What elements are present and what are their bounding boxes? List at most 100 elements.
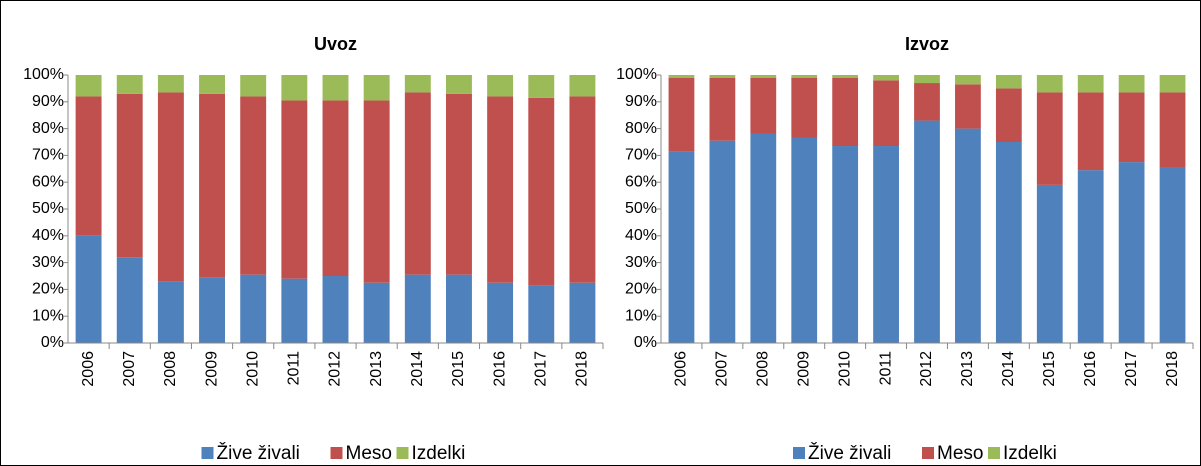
bar-segment <box>404 75 431 93</box>
y-tick-label: 100% <box>616 66 657 83</box>
x-tick-label: 2007 <box>121 351 138 387</box>
legend-swatch <box>330 447 343 459</box>
bar-segment <box>322 75 349 101</box>
x-tick-label: 2008 <box>755 351 772 387</box>
bar-segment <box>709 77 736 141</box>
bar-segment <box>955 75 981 85</box>
bar-segment <box>709 75 736 78</box>
x-tick-label: 2014 <box>1000 351 1017 387</box>
bar-segment <box>445 274 472 343</box>
bar-segment <box>157 281 184 343</box>
bar-segment <box>709 140 736 343</box>
y-tick-label: 30% <box>625 254 657 271</box>
bar-segment <box>528 75 555 98</box>
bar-segment <box>791 75 818 78</box>
x-tick-label: 2018 <box>1164 351 1181 387</box>
bar-segment <box>1118 75 1145 93</box>
y-tick-label: 40% <box>625 227 657 244</box>
bar-segment <box>832 77 859 147</box>
x-tick-label: 2017 <box>1123 351 1140 387</box>
x-tick-label: 2013 <box>959 351 976 387</box>
x-tick-label: 2018 <box>574 351 591 387</box>
y-tick-label: 70% <box>32 147 64 164</box>
y-tick-label: 40% <box>32 227 64 244</box>
bar-segment <box>116 93 143 258</box>
bar-segment <box>750 75 777 78</box>
legend-label: Meso <box>937 443 983 464</box>
bar-segment <box>487 282 514 343</box>
y-tick-label: 0% <box>634 334 657 351</box>
bar-segment <box>668 75 695 78</box>
y-tick-label: 60% <box>625 173 657 190</box>
y-tick-label: 10% <box>625 307 657 324</box>
bar-segment <box>322 276 349 343</box>
bar-segment <box>791 137 818 343</box>
bar-segment <box>363 282 390 343</box>
bar-segment <box>873 146 899 343</box>
x-tick-label: 2007 <box>714 351 731 387</box>
bar-segment <box>569 75 596 97</box>
bar-segment <box>1036 92 1063 185</box>
y-tick-label: 50% <box>625 200 657 217</box>
bar-segment <box>668 77 695 152</box>
bar-segment <box>445 93 472 275</box>
y-tick-label: 0% <box>41 334 64 351</box>
bar-segment <box>157 92 184 282</box>
bar-segment <box>322 100 349 277</box>
x-tick-label: 2014 <box>409 351 426 387</box>
bar-segment <box>1077 75 1104 93</box>
bar-segment <box>199 277 226 343</box>
y-tick-label: 90% <box>625 93 657 110</box>
x-tick-label: 2016 <box>491 351 508 387</box>
legend-label: Meso <box>346 443 392 464</box>
y-tick-label: 30% <box>32 254 64 271</box>
bar-segment <box>445 75 472 94</box>
bar-segment <box>832 146 859 343</box>
x-tick-label: 2015 <box>450 351 467 387</box>
bar-segment <box>281 75 308 101</box>
y-tick-label: 50% <box>32 200 64 217</box>
bar-segment <box>199 93 226 278</box>
legend-swatch <box>922 447 934 459</box>
x-tick-label: 2006 <box>673 351 690 387</box>
x-tick-label: 2012 <box>327 351 344 387</box>
legend-label: Žive živali <box>217 442 300 464</box>
bar-segment <box>157 75 184 93</box>
bar-segment <box>1077 92 1104 171</box>
bar-segment <box>750 77 777 134</box>
y-tick-label: 20% <box>625 281 657 298</box>
legend-label: Izdelki <box>412 443 466 464</box>
bar-segment <box>240 274 267 343</box>
bar-segment <box>528 285 555 343</box>
bar-segment <box>873 80 899 147</box>
bar-segment <box>75 96 102 236</box>
bar-segment <box>363 75 390 101</box>
bar-segment <box>487 75 514 97</box>
x-tick-label: 2006 <box>80 351 97 387</box>
bar-segment <box>1118 162 1145 343</box>
x-tick-label: 2013 <box>368 351 385 387</box>
bar-segment <box>791 77 818 138</box>
x-tick-label: 2011 <box>286 351 303 386</box>
x-tick-label: 2009 <box>203 351 220 387</box>
bar-segment <box>955 128 981 343</box>
legend-swatch <box>396 447 409 459</box>
y-tick-label: 10% <box>32 307 64 324</box>
bar-segment <box>240 96 267 275</box>
bar-segment <box>116 257 143 343</box>
bar-segment <box>281 278 308 343</box>
bar-segment <box>750 133 777 343</box>
bar-segment <box>914 83 940 121</box>
x-tick-label: 2015 <box>1041 351 1058 387</box>
y-tick-label: 80% <box>32 120 64 137</box>
legend-swatch <box>201 447 214 459</box>
bar-segment <box>199 75 226 94</box>
x-tick-label: 2016 <box>1082 351 1099 387</box>
bar-segment <box>1159 167 1186 343</box>
bar-segment <box>528 97 555 286</box>
bar-segment <box>955 84 981 129</box>
bar-segment <box>668 151 695 343</box>
x-tick-label: 2009 <box>795 351 812 387</box>
legend-swatch <box>988 447 1000 459</box>
